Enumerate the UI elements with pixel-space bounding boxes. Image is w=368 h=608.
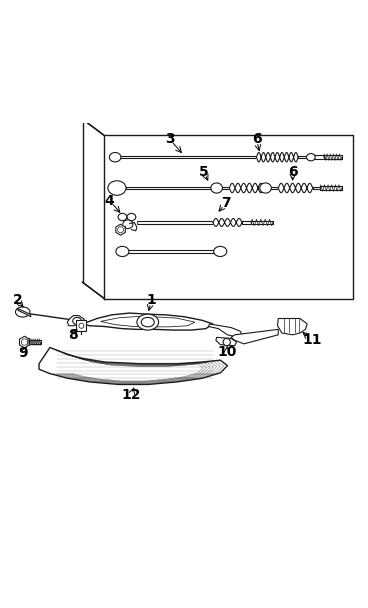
Polygon shape <box>229 183 264 193</box>
Polygon shape <box>216 337 237 346</box>
Circle shape <box>21 339 28 345</box>
Polygon shape <box>269 187 278 189</box>
Ellipse shape <box>127 213 136 221</box>
Polygon shape <box>104 136 353 299</box>
Ellipse shape <box>116 246 129 257</box>
Text: 5: 5 <box>199 165 209 179</box>
Polygon shape <box>39 348 227 384</box>
Polygon shape <box>137 221 213 224</box>
Polygon shape <box>313 187 320 189</box>
Polygon shape <box>67 316 84 326</box>
Ellipse shape <box>123 220 133 229</box>
Text: 3: 3 <box>165 132 174 146</box>
Circle shape <box>79 323 84 328</box>
Text: 7: 7 <box>221 196 230 210</box>
Ellipse shape <box>109 153 121 162</box>
Polygon shape <box>20 336 29 348</box>
Ellipse shape <box>118 213 127 221</box>
Polygon shape <box>256 153 298 162</box>
Polygon shape <box>116 224 125 235</box>
Polygon shape <box>278 183 313 193</box>
Ellipse shape <box>307 154 315 161</box>
Polygon shape <box>320 186 342 190</box>
Text: 6: 6 <box>252 132 261 146</box>
Polygon shape <box>82 313 213 330</box>
Polygon shape <box>220 187 229 189</box>
Polygon shape <box>277 319 307 335</box>
Polygon shape <box>100 316 195 327</box>
Ellipse shape <box>141 317 154 327</box>
Ellipse shape <box>108 181 126 195</box>
Polygon shape <box>126 187 215 189</box>
Text: 1: 1 <box>146 294 156 308</box>
Text: 12: 12 <box>122 388 141 402</box>
Polygon shape <box>26 340 41 344</box>
Ellipse shape <box>15 307 30 317</box>
Polygon shape <box>17 308 31 317</box>
Ellipse shape <box>260 183 271 193</box>
Polygon shape <box>115 156 256 158</box>
Polygon shape <box>123 250 220 253</box>
Text: 11: 11 <box>303 333 322 347</box>
Polygon shape <box>213 218 242 226</box>
Polygon shape <box>242 221 251 224</box>
Text: 9: 9 <box>18 346 28 360</box>
Polygon shape <box>120 215 136 226</box>
Polygon shape <box>298 156 309 159</box>
Text: 2: 2 <box>13 294 22 308</box>
Polygon shape <box>76 320 86 331</box>
Polygon shape <box>323 156 342 159</box>
Ellipse shape <box>214 246 227 257</box>
Polygon shape <box>251 221 273 224</box>
Ellipse shape <box>211 183 222 193</box>
Ellipse shape <box>137 314 159 330</box>
Text: 4: 4 <box>105 194 114 208</box>
Text: 10: 10 <box>217 345 237 359</box>
Polygon shape <box>315 156 323 159</box>
Circle shape <box>118 227 124 233</box>
Circle shape <box>223 339 230 346</box>
Polygon shape <box>231 330 278 344</box>
Text: 8: 8 <box>68 328 78 342</box>
Text: 6: 6 <box>288 165 298 179</box>
Polygon shape <box>209 324 242 337</box>
Ellipse shape <box>73 317 81 325</box>
